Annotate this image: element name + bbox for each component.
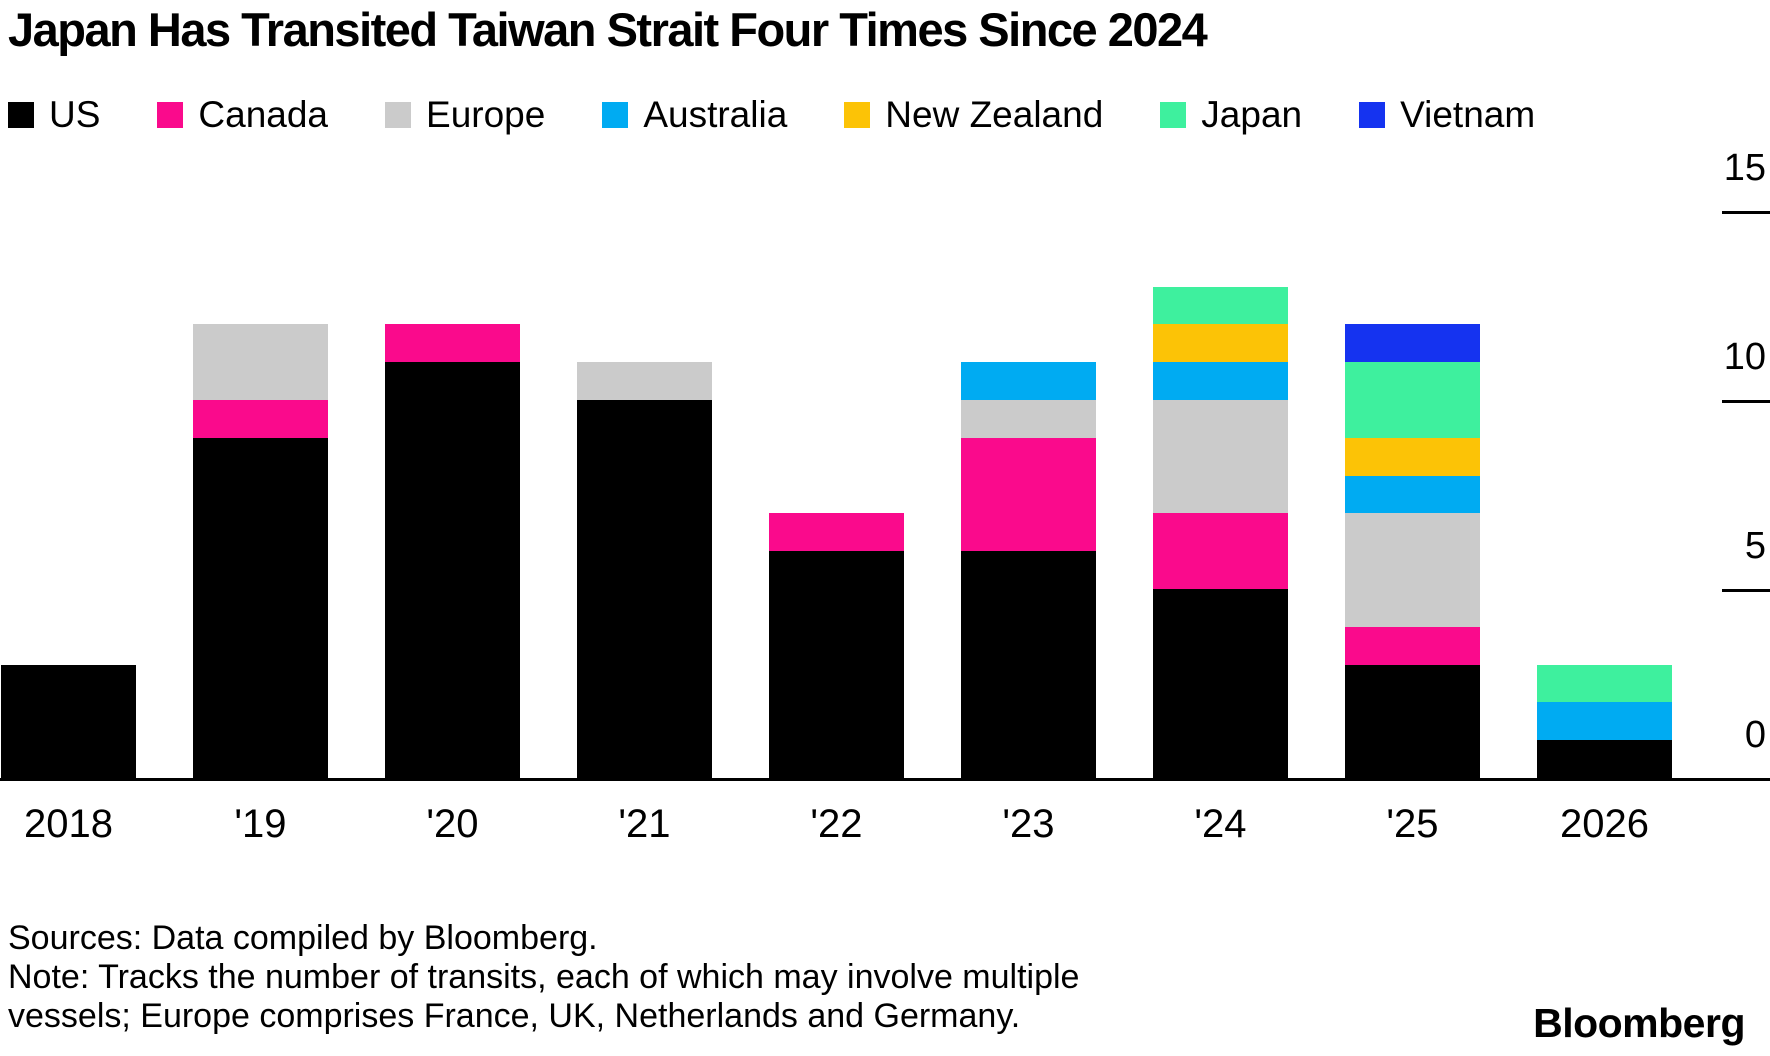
x-axis-label: 2018	[24, 802, 113, 846]
y-tick-label: 0	[1744, 714, 1766, 756]
x-axis-label: '20	[426, 802, 479, 846]
legend-swatch	[844, 101, 871, 128]
x-axis-label: '25	[1386, 802, 1439, 846]
x-axis-label: 2026	[1560, 802, 1649, 846]
y-tick-line	[1722, 211, 1770, 214]
bar-segment-21-europe	[577, 362, 712, 400]
bar-segment-19-europe	[193, 324, 328, 400]
legend-item-europe: Europe	[385, 96, 545, 133]
y-tick-label: 5	[1744, 525, 1766, 567]
legend-label: Japan	[1201, 94, 1303, 135]
bar-segment-2018-us	[1, 665, 136, 778]
y-tick-label: 10	[1723, 336, 1766, 378]
bar-segment-2026-japan	[1537, 665, 1672, 702]
legend-swatch	[602, 101, 629, 128]
bar-segment-25-europe	[1345, 513, 1480, 627]
x-axis-label: '21	[618, 802, 671, 846]
note-line-2: vessels; Europe comprises France, UK, Ne…	[8, 997, 1021, 1035]
bar-segment-2026-us	[1537, 740, 1672, 778]
legend-item-australia: Australia	[602, 96, 787, 133]
legend-item-us: US	[8, 96, 100, 133]
legend-item-japan: Japan	[1160, 96, 1302, 133]
note-line-1: Note: Tracks the number of transits, eac…	[8, 958, 1080, 996]
bar-segment-24-canada	[1153, 513, 1288, 589]
bar-segment-25-canada	[1345, 627, 1480, 665]
legend-label: US	[49, 94, 101, 135]
bar-segment-22-us	[769, 551, 904, 778]
chart-title: Japan Has Transited Taiwan Strait Four T…	[8, 3, 1208, 56]
legend-swatch	[1359, 101, 1386, 128]
x-axis-line	[0, 778, 1770, 781]
bar-segment-24-us	[1153, 589, 1288, 778]
legend-label: Canada	[198, 94, 329, 135]
bar-segment-25-new-zealand	[1345, 438, 1480, 476]
legend-swatch	[385, 101, 412, 128]
x-axis-label: '24	[1194, 802, 1247, 846]
bar-segment-21-us	[577, 400, 712, 778]
bar-segment-20-us	[385, 362, 520, 778]
y-tick-line	[1722, 400, 1770, 403]
bar-segment-25-vietnam	[1345, 324, 1480, 362]
bar-segment-24-japan	[1153, 287, 1288, 324]
bar-segment-24-new-zealand	[1153, 324, 1288, 362]
y-tick-line	[1722, 589, 1770, 592]
bar-segment-23-europe	[961, 400, 1096, 438]
bar-segment-23-us	[961, 551, 1096, 778]
bar-segment-24-australia	[1153, 362, 1288, 400]
legend-swatch	[8, 101, 34, 128]
legend-label: Australia	[643, 94, 788, 135]
legend-swatch	[1160, 101, 1187, 128]
footer-note: Sources: Data compiled by Bloomberg. Not…	[8, 919, 1079, 1036]
legend-item-new-zealand: New Zealand	[844, 96, 1103, 133]
bar-segment-19-canada	[193, 400, 328, 438]
bar-segment-2026-australia	[1537, 702, 1672, 740]
legend-swatch	[157, 101, 184, 128]
legend-item-vietnam: Vietnam	[1359, 96, 1535, 133]
legend: US Canada Europe Australia New Zealand Japan V…	[8, 96, 1535, 133]
x-axis-label: '19	[234, 802, 287, 846]
bar-segment-25-us	[1345, 665, 1480, 778]
bar-segment-25-australia	[1345, 476, 1480, 513]
legend-label: Vietnam	[1400, 94, 1536, 135]
legend-label: Europe	[426, 94, 546, 135]
legend-label: New Zealand	[885, 94, 1104, 135]
bloomberg-logo: Bloomberg	[1533, 1000, 1745, 1046]
bar-segment-20-canada	[385, 324, 520, 362]
legend-item-canada: Canada	[157, 96, 328, 133]
bar-segment-19-us	[193, 438, 328, 778]
bar-segment-24-europe	[1153, 400, 1288, 513]
bar-segment-23-australia	[961, 362, 1096, 400]
y-tick-label: 15	[1723, 147, 1766, 189]
x-axis-label: '23	[1002, 802, 1055, 846]
bar-segment-23-canada	[961, 438, 1096, 551]
sources-line: Sources: Data compiled by Bloomberg.	[8, 919, 598, 957]
x-axis-label: '22	[810, 802, 863, 846]
bar-segment-25-japan	[1345, 362, 1480, 438]
bar-segment-22-canada	[769, 513, 904, 551]
